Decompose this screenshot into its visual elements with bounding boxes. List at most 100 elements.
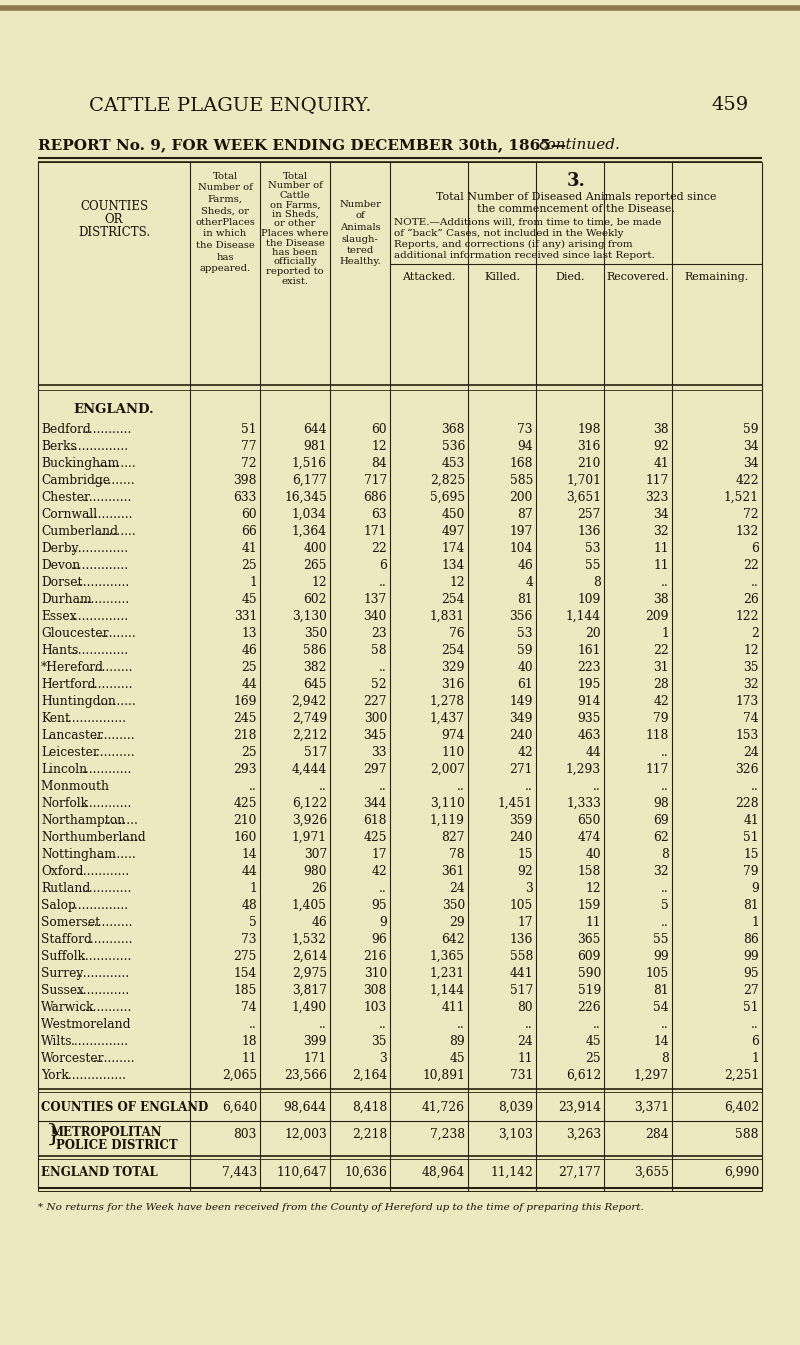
Text: .............: ............. [82,422,132,436]
Text: has: has [216,253,234,261]
Text: 586: 586 [303,644,327,656]
Text: 1,144: 1,144 [430,985,465,997]
Text: Hants: Hants [41,644,78,656]
Text: 10,891: 10,891 [422,1069,465,1081]
Text: 52: 52 [371,678,387,691]
Text: 54: 54 [654,1001,669,1014]
Text: * No returns for the Week have been received from the County of Hereford up to t: * No returns for the Week have been rece… [38,1202,644,1212]
Text: Norfolk: Norfolk [41,798,88,810]
Text: .............: ............. [82,763,132,776]
Text: ..: .. [379,660,387,674]
Text: 323: 323 [646,491,669,504]
Text: ..: .. [751,780,759,794]
Text: 174: 174 [442,542,465,555]
Text: 2,212: 2,212 [292,729,327,742]
Text: 95: 95 [371,898,387,912]
Text: 34: 34 [743,440,759,453]
Text: 92: 92 [518,865,533,878]
Text: 3,655: 3,655 [634,1166,669,1180]
Text: .........: ......... [103,814,138,827]
Text: 78: 78 [450,847,465,861]
Text: Stafford: Stafford [41,933,92,946]
Text: 99: 99 [743,950,759,963]
Text: 8: 8 [661,847,669,861]
Text: ...........: ........... [93,729,135,742]
Text: 41,726: 41,726 [422,1102,465,1114]
Text: 46: 46 [311,916,327,929]
Text: Attacked.: Attacked. [402,272,456,282]
Text: 53: 53 [586,542,601,555]
Text: 33: 33 [371,746,387,759]
Text: 104: 104 [510,542,533,555]
Text: 72: 72 [743,508,759,521]
Text: 618: 618 [363,814,387,827]
Text: 3.: 3. [566,172,586,190]
Text: 35: 35 [371,1036,387,1048]
Text: ENGLAND TOTAL: ENGLAND TOTAL [41,1166,158,1180]
Text: 42: 42 [371,865,387,878]
Text: ............: ............ [87,678,134,691]
Text: 3,926: 3,926 [292,814,327,827]
Text: 1: 1 [250,576,257,589]
Text: ..: .. [379,1018,387,1032]
Text: 316: 316 [578,440,601,453]
Text: 22: 22 [743,560,759,572]
Text: 3,103: 3,103 [498,1127,533,1141]
Text: 827: 827 [442,831,465,845]
Text: 11: 11 [242,1052,257,1065]
Text: 329: 329 [442,660,465,674]
Text: ..: .. [662,780,669,794]
Text: of: of [355,211,365,221]
Text: ..........: .......... [98,525,137,538]
Text: 6,990: 6,990 [724,1166,759,1180]
Text: 14: 14 [654,1036,669,1048]
Text: 198: 198 [578,422,601,436]
Text: has been: has been [272,247,318,257]
Text: 4,444: 4,444 [292,763,327,776]
Text: Cattle: Cattle [280,191,310,200]
Text: 61: 61 [518,678,533,691]
Text: 23,914: 23,914 [558,1102,601,1114]
Text: Warwick: Warwick [41,1001,94,1014]
Text: 558: 558 [510,950,533,963]
Text: 77: 77 [242,440,257,453]
Text: 609: 609 [578,950,601,963]
Text: ...........: ........... [93,746,135,759]
Text: 84: 84 [371,457,387,469]
Text: 24: 24 [518,1036,533,1048]
Text: ..........: .......... [98,847,137,861]
Text: CATTLE PLAGUE ENQUIRY.: CATTLE PLAGUE ENQUIRY. [89,95,371,114]
Text: Nottingham: Nottingham [41,847,116,861]
Text: 717: 717 [364,473,387,487]
Text: 81: 81 [654,985,669,997]
Text: ...............: ............... [70,611,129,623]
Text: 60: 60 [242,508,257,521]
Text: Worcester: Worcester [41,1052,105,1065]
Text: 6,640: 6,640 [222,1102,257,1114]
Text: of “back” Cases, not included in the Weekly: of “back” Cases, not included in the Wee… [394,229,623,238]
Text: 2,164: 2,164 [352,1069,387,1081]
Text: 6: 6 [379,560,387,572]
Text: 1,144: 1,144 [566,611,601,623]
Text: .............: ............. [82,798,132,810]
Text: 72: 72 [242,457,257,469]
Text: Total Number of Diseased Animals reported since: Total Number of Diseased Animals reporte… [436,192,716,202]
Text: ..: .. [662,746,669,759]
Text: Rutland: Rutland [41,882,90,894]
Text: 11,142: 11,142 [490,1166,533,1180]
Text: 51: 51 [242,422,257,436]
Text: 12: 12 [743,644,759,656]
Text: 441: 441 [510,967,533,981]
Text: Total: Total [282,172,307,182]
Text: DISTRICTS.: DISTRICTS. [78,226,150,239]
Text: Monmouth: Monmouth [41,780,152,794]
Text: 2,065: 2,065 [222,1069,257,1081]
Text: 12: 12 [311,576,327,589]
Text: 44: 44 [242,865,257,878]
Text: 34: 34 [743,457,759,469]
Text: 5,695: 5,695 [430,491,465,504]
Text: 497: 497 [442,525,465,538]
Text: 86: 86 [743,933,759,946]
Text: ...............: ............... [70,560,129,572]
Text: 96: 96 [371,933,387,946]
